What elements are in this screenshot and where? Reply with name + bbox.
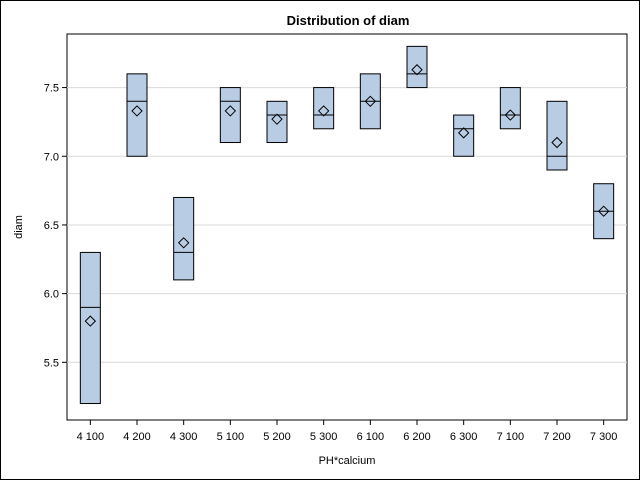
box (266, 100, 288, 144)
x-tick-label: 6 200 (403, 431, 431, 443)
x-tick-label: 7 300 (590, 431, 618, 443)
mean-marker (84, 315, 97, 327)
box-group (79, 251, 101, 405)
box (173, 196, 195, 281)
box-group (453, 114, 475, 157)
box-group (173, 196, 195, 281)
y-tick-label: 7.5 (44, 83, 59, 95)
x-tick-label: 5 100 (217, 431, 245, 443)
x-tick-label: 4 300 (170, 431, 198, 443)
mean-marker (364, 95, 377, 108)
box (79, 251, 101, 405)
box (313, 87, 335, 130)
grid-lines (67, 87, 627, 363)
y-tick-label: 6.5 (44, 220, 59, 232)
y-tick-label: 7.0 (44, 151, 59, 163)
box (499, 87, 521, 130)
mean-marker (597, 205, 610, 217)
x-tick-label: 4 200 (123, 431, 151, 443)
x-axis: 4 100 4 200 4 300 5 100 5 200 5 300 6 100 6 200… (77, 420, 618, 443)
box (219, 87, 241, 144)
x-tick-label: 6 300 (450, 431, 478, 443)
y-axis: 5.5 6.0 6.5 7.0 7.5 (44, 83, 67, 369)
y-tick-label: 6.0 (44, 289, 59, 301)
box (546, 100, 568, 171)
mean-marker (224, 105, 237, 117)
x-tick-label: 7 200 (543, 431, 571, 443)
box-group (219, 87, 241, 144)
plot-area (66, 33, 628, 421)
box-group (313, 87, 335, 130)
box (126, 73, 148, 157)
boxes (79, 45, 615, 405)
box (406, 45, 428, 89)
mean-marker (177, 237, 190, 249)
box-group (126, 73, 148, 157)
y-axis-label: diam (13, 215, 25, 239)
mean-marker (271, 113, 283, 125)
x-tick-label: 6 100 (357, 431, 385, 443)
x-tick-label: 7 100 (497, 431, 525, 443)
mean-marker (317, 105, 330, 117)
box (453, 114, 475, 157)
mean-marker (504, 109, 517, 121)
x-tick-label: 5 300 (310, 431, 338, 443)
box-group (593, 183, 615, 240)
mean-marker (457, 127, 470, 139)
box-group (546, 100, 568, 171)
chart-title: Distribution of diam (287, 13, 410, 28)
mean-marker (411, 64, 423, 76)
box-group (406, 45, 428, 89)
x-tick-label: 5 200 (263, 431, 291, 443)
x-tick-label: 4 100 (77, 431, 105, 443)
mean-marker (551, 136, 563, 149)
box-group (266, 100, 288, 144)
box-group (499, 87, 521, 130)
y-tick-label: 5.5 (44, 357, 59, 369)
x-axis-label: PH*calcium (319, 455, 376, 467)
box-group (359, 73, 381, 130)
mean-marker (131, 105, 143, 117)
